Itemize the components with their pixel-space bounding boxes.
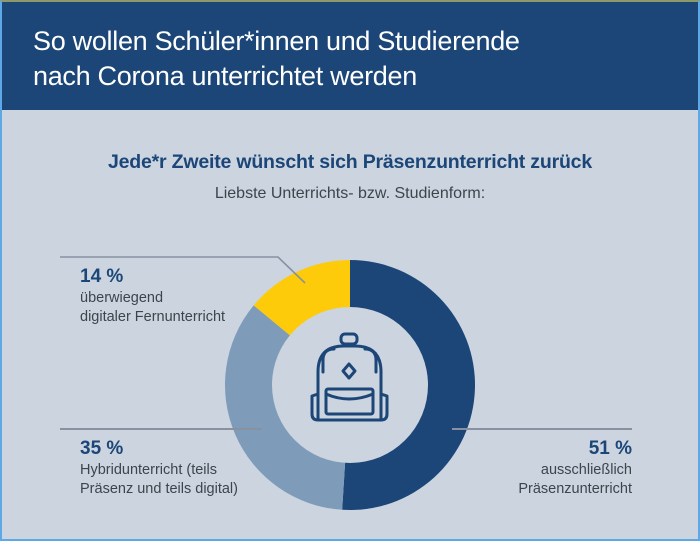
slice-desc-hybrid-line-2: Präsenz und teils digital)	[80, 481, 238, 497]
slice-value-hybrid: 35 %	[80, 438, 124, 459]
slice-label-digital: 14 % überwiegend digitaler Fernunterrich…	[80, 265, 225, 327]
header-banner: So wollen Schüler*innen und Studierende …	[0, 0, 700, 110]
slice-desc-praesenz-line-1: ausschließlich	[540, 462, 632, 478]
slice-desc-hybrid-line-1: Hybridunterricht (teils	[80, 462, 217, 478]
slice-label-praesenz: 51 % ausschließlich Präsenzunterricht	[518, 437, 632, 499]
chart-subtitle: Liebste Unterrichts- bzw. Studienform:	[214, 185, 486, 202]
slice-desc-digital-line-2: digitaler Fernunterricht	[80, 309, 226, 325]
backpack-icon	[310, 332, 389, 422]
page-title-line-1: So wollen Schüler*innen und Studierende	[33, 26, 520, 56]
slice-value-praesenz: 51 %	[588, 438, 632, 459]
donut-hole	[272, 307, 428, 463]
slice-desc-praesenz-line-2: Präsenzunterricht	[518, 481, 632, 497]
slice-value-digital: 14 %	[80, 266, 124, 287]
slice-desc-digital-line-1: überwiegend	[80, 290, 164, 306]
page-title-line-2: nach Corona unterrichtet werden	[33, 61, 417, 91]
chart-title: Jede*r Zweite wünscht sich Präsenzunterr…	[108, 151, 592, 173]
leader-line-digital	[60, 256, 306, 284]
page-title: So wollen Schüler*innen und Studierende …	[33, 24, 520, 94]
slice-label-hybrid: 35 % Hybridunterricht (teils Präsenz und…	[80, 437, 238, 499]
